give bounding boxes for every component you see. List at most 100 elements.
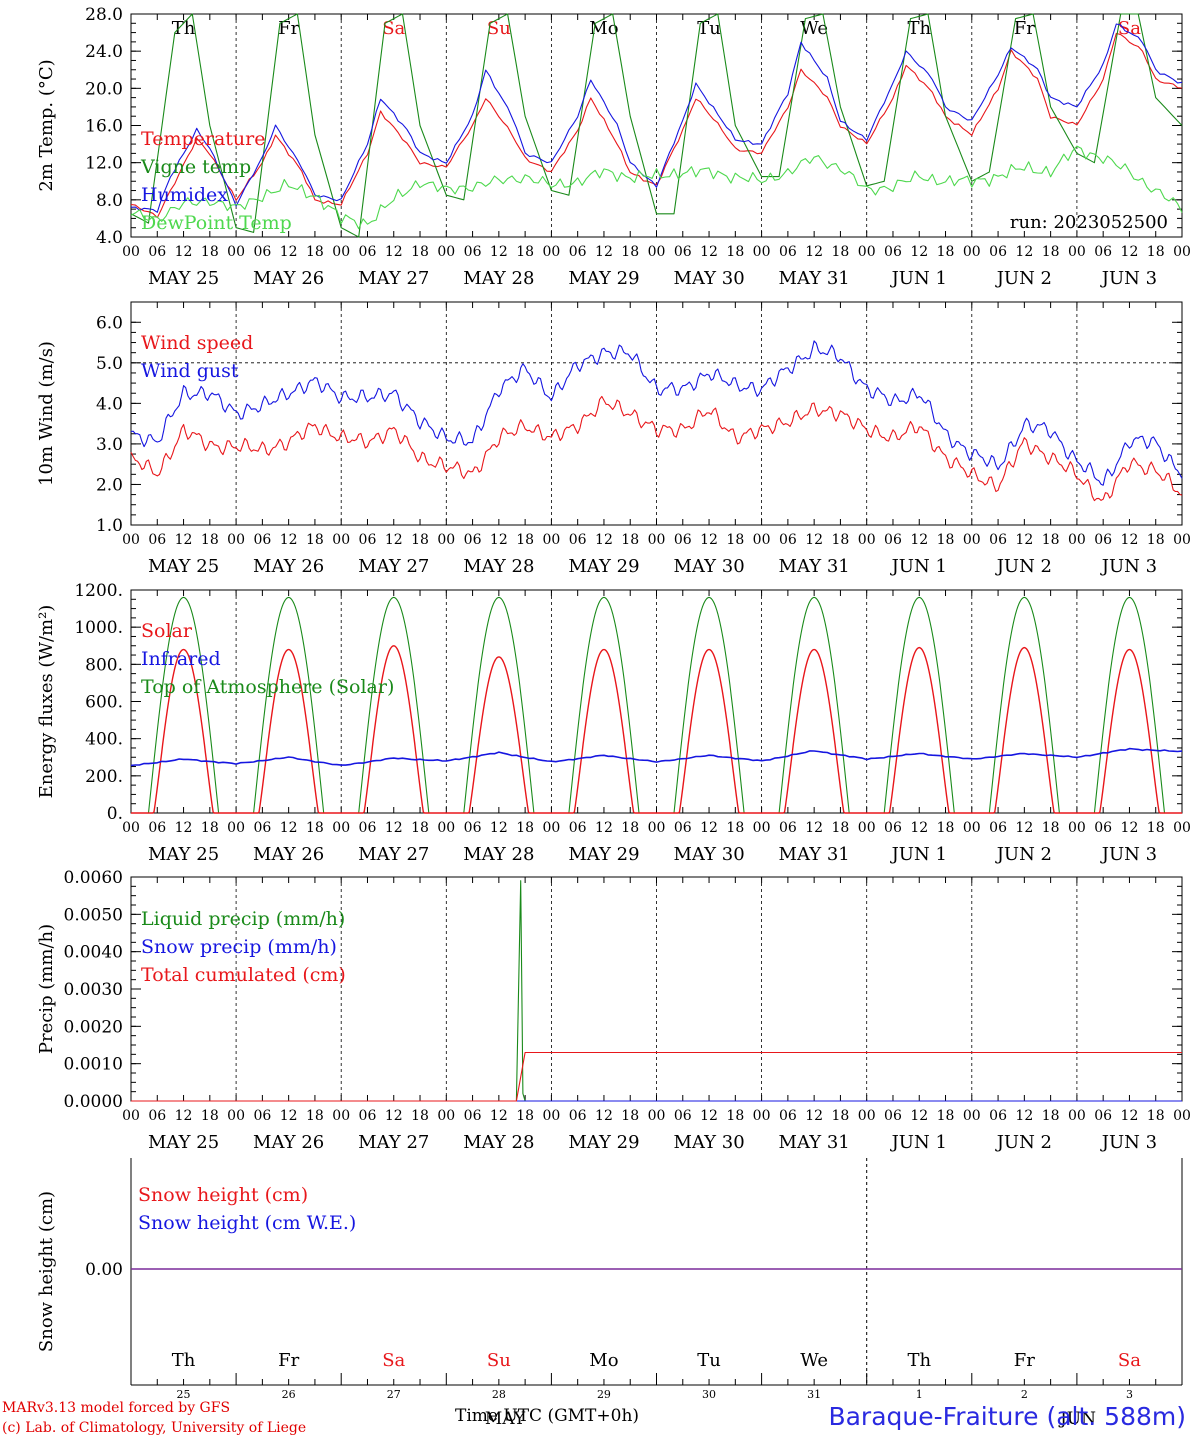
hour-tick-label: 00 (1068, 244, 1086, 260)
legend-entry: Infrared (141, 648, 221, 670)
hour-tick-label: 00 (227, 1108, 245, 1124)
hour-tick-label: 12 (175, 1108, 193, 1124)
date-label: JUN 2 (995, 556, 1052, 577)
hour-tick-label: 18 (1147, 532, 1165, 548)
hour-tick-label: 00 (332, 820, 350, 836)
day-number-label: 27 (387, 1388, 401, 1401)
y-tick-label: 1000. (74, 618, 123, 638)
legend-entry: Snow height (cm W.E.) (138, 1212, 356, 1234)
legend-entry: Vigne temp (140, 156, 251, 178)
date-label: MAY 26 (253, 844, 324, 865)
hour-tick-label: 06 (359, 1108, 377, 1124)
hour-tick-label: 18 (726, 820, 744, 836)
date-label: MAY 30 (673, 844, 744, 865)
snow-panel-frame: 0.00 Snow height (cm) (36, 1158, 1183, 1386)
hour-tick-label: 12 (1121, 532, 1139, 548)
date-label: MAY 30 (673, 1132, 744, 1153)
panel-frame: 00 06 12 18 00 06 12 18 00 06 12 18 00 06 12 18 00 06 12 18… (122, 301, 1191, 577)
date-label: MAY 31 (779, 844, 850, 865)
y-tick-label: 0.0060 (64, 868, 123, 888)
hour-tick-label: 12 (385, 532, 403, 548)
hour-tick-label: 00 (227, 532, 245, 548)
hour-tick-label: 06 (569, 1108, 587, 1124)
weekday-label: Su (487, 1350, 511, 1371)
date-label: MAY 25 (148, 268, 219, 289)
legend-entry: Solar (141, 620, 193, 642)
y-axis: 0.0000 0.0010 0.0020 0.0030 0.0040 0.0050 0.00… (36, 868, 1182, 1112)
hour-tick-label: 06 (464, 820, 482, 836)
hour-tick-label: 06 (253, 532, 271, 548)
weekday-label: Fr (278, 1350, 299, 1371)
hour-tick-label: 06 (989, 1108, 1007, 1124)
date-label: MAY 26 (253, 1132, 324, 1153)
precip-y-axis-label: Precip (mm/h) (36, 924, 57, 1054)
date-label: JUN 1 (890, 556, 947, 577)
hour-tick-label: 12 (805, 244, 823, 260)
hour-tick-label: 12 (1015, 820, 1033, 836)
date-label: JUN 2 (995, 1132, 1052, 1153)
legend-entry: Temperature (141, 128, 265, 150)
time-axis-label: Time UTC (GMT+0h) (455, 1406, 640, 1426)
lab-credit: (c) Lab. of Climatology, University of L… (2, 1420, 307, 1436)
weekday-label: Sa (1118, 1350, 1141, 1371)
hour-tick-label: 12 (280, 244, 298, 260)
hour-tick-label: 12 (385, 244, 403, 260)
hour-tick-label: 12 (385, 820, 403, 836)
hour-tick-label: 12 (595, 1108, 613, 1124)
y-tick-label: 12.0 (85, 154, 123, 174)
hour-tick-label: 18 (306, 820, 324, 836)
hour-tick-label: 00 (227, 244, 245, 260)
y-tick-label: 0.0000 (64, 1092, 123, 1112)
hour-tick-label: 06 (359, 820, 377, 836)
weekday-label: Fr (1014, 1350, 1035, 1371)
hour-tick-label: 00 (1068, 532, 1086, 548)
legend-entry: DewPoint Temp (141, 212, 292, 234)
series-line-humidex (130, 23, 1183, 213)
y-tick-label: 6.0 (96, 313, 123, 333)
hour-tick-label: 12 (1121, 820, 1139, 836)
weekday-label: Sa (1118, 18, 1141, 39)
hour-tick-label: 12 (280, 1108, 298, 1124)
hour-tick-label: 00 (648, 244, 666, 260)
hour-tick-label: 18 (411, 244, 429, 260)
hour-tick-label: 00 (963, 1108, 981, 1124)
hour-tick-label: 12 (595, 532, 613, 548)
hour-tick-label: 00 (648, 820, 666, 836)
hour-tick-label: 12 (910, 820, 928, 836)
hour-tick-label: 18 (1147, 820, 1165, 836)
hour-tick-label: 00 (753, 532, 771, 548)
date-label: MAY 26 (253, 556, 324, 577)
date-label: MAY 29 (568, 556, 639, 577)
weekday-label: Th (907, 18, 931, 39)
energy-y-axis-label: Energy fluxes (W/m²) (36, 605, 57, 799)
hour-tick-label: 18 (1147, 244, 1165, 260)
date-label: JUN 1 (890, 844, 947, 865)
hour-tick-label: 06 (253, 820, 271, 836)
hour-tick-label: 06 (674, 532, 692, 548)
hour-tick-label: 00 (648, 532, 666, 548)
panel-frame: 00 06 12 18 00 06 12 18 00 06 12 18 00 06 12 18 00 06 12 18… (122, 589, 1191, 865)
legend-entry: Top of Atmosphere (Solar) (141, 676, 394, 698)
date-label: MAY 30 (673, 556, 744, 577)
date-label: MAY 27 (358, 844, 429, 865)
hour-tick-label: 06 (779, 1108, 797, 1124)
date-label: MAY 30 (673, 268, 744, 289)
panel-frame: 00 06 12 18 00 06 12 18 00 06 12 18 00 06 12 18 00 06 12 18… (122, 13, 1191, 289)
y-tick-label: 0.0020 (64, 1017, 123, 1037)
series-line-infrared (130, 747, 1183, 767)
hour-tick-label: 12 (700, 1108, 718, 1124)
date-label: MAY 26 (253, 268, 324, 289)
date-label: MAY 28 (463, 268, 534, 289)
hour-tick-label: 18 (516, 820, 534, 836)
hour-tick-label: 00 (963, 820, 981, 836)
hour-tick-label: 00 (437, 244, 455, 260)
hour-tick-label: 18 (832, 244, 850, 260)
hour-tick-label: 00 (963, 532, 981, 548)
hour-tick-label: 18 (621, 532, 639, 548)
weekday-label: Fr (278, 18, 299, 39)
day-number-label: 2 (1021, 1388, 1028, 1401)
hour-tick-label: 00 (542, 532, 560, 548)
day-number-label: 26 (282, 1388, 296, 1401)
hour-tick-label: 06 (1094, 244, 1112, 260)
y-tick-label: 200. (85, 767, 123, 787)
